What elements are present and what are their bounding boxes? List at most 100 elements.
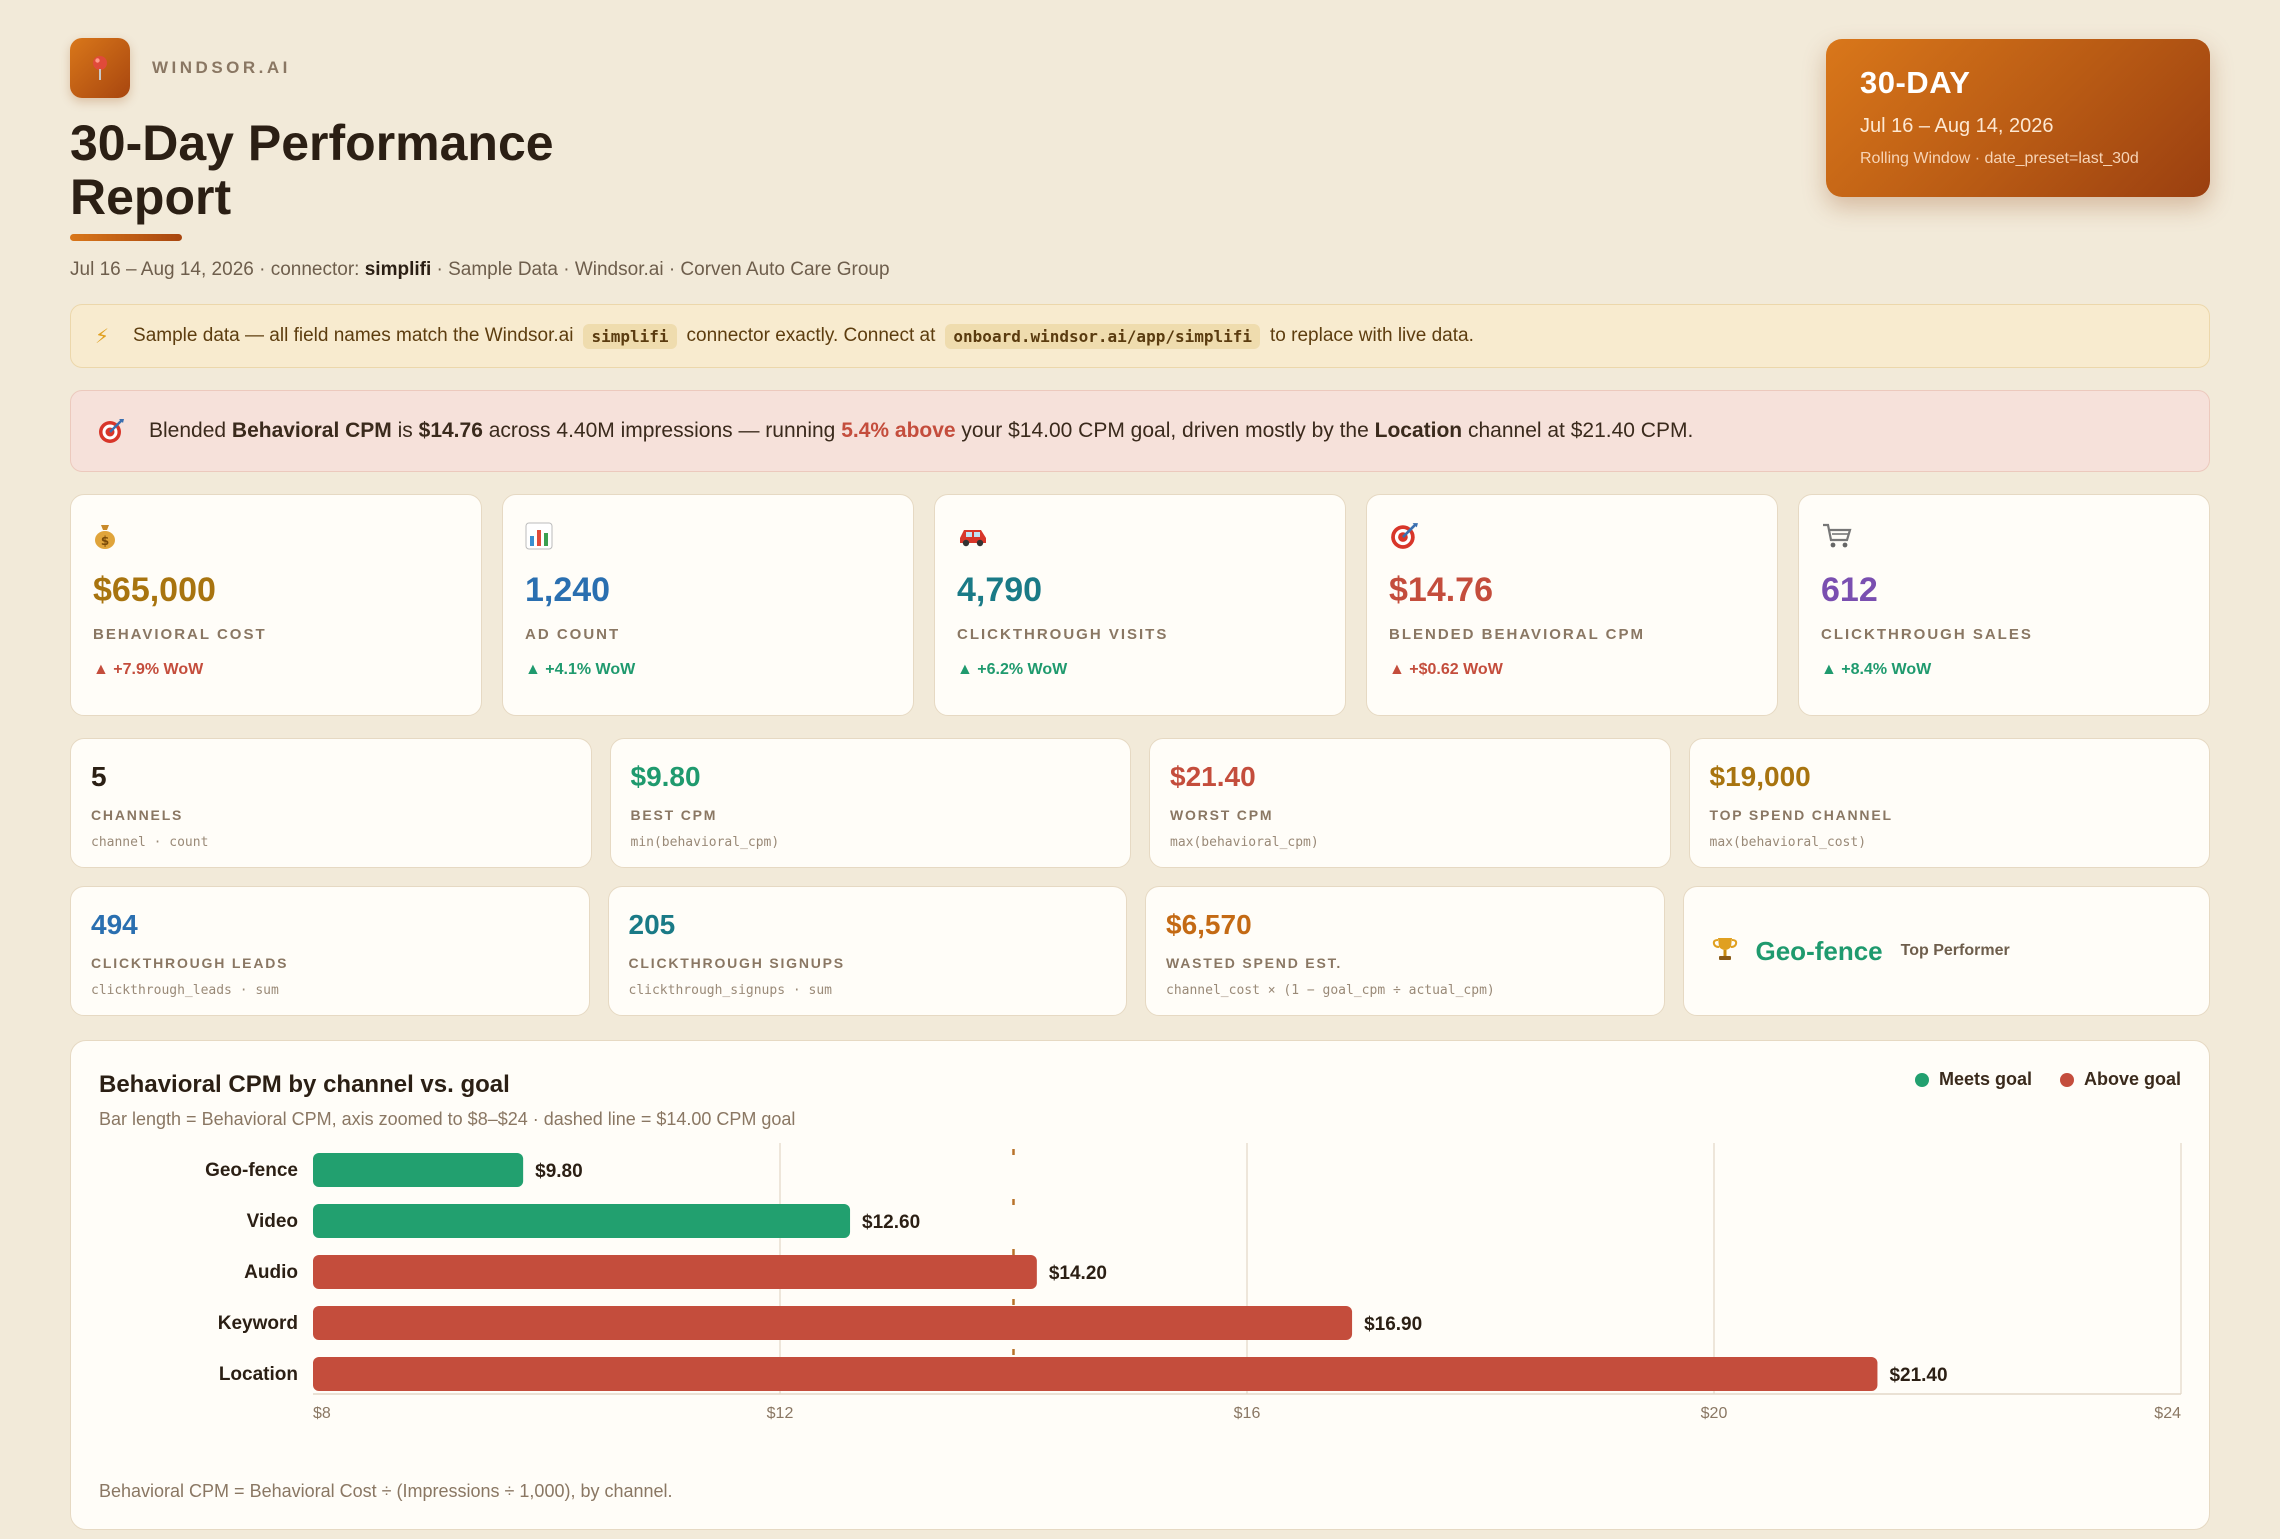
kpi-label: BEHAVIORAL COST bbox=[93, 626, 267, 643]
bar-keyword bbox=[313, 1306, 1353, 1340]
stat-value: 494 bbox=[91, 909, 138, 940]
kpi-delta: ▲ +4.1% WoW bbox=[525, 661, 636, 678]
kpi-card-clickthrough-sales: 612 CLICKTHROUGH SALES ▲ +8.4% WoW bbox=[1798, 494, 2210, 716]
page-title: 30-Day Performance Report bbox=[70, 115, 554, 225]
kpi-label: AD COUNT bbox=[525, 626, 621, 643]
stat-card-best-cpm: $9.80 BEST CPM min(behavioral_cpm) bbox=[609, 738, 1131, 868]
top-performer-name: Geo-fence bbox=[1755, 935, 1883, 966]
sample-text-1: Sample data — all field names match the … bbox=[133, 325, 574, 346]
stat-card-worst-cpm: $21.40 WORST CPM max(behavioral_cpm) bbox=[1149, 738, 1671, 868]
stat-formula: max(behavioral_cpm) bbox=[1170, 835, 1319, 850]
stat-formula: clickthrough_signups · sum bbox=[628, 983, 833, 998]
chart-subtitle: Bar length = Behavioral CPM, axis zoomed… bbox=[99, 1109, 796, 1129]
stat-label: CHANNELS bbox=[91, 807, 184, 823]
kpi-delta: ▲ +6.2% WoW bbox=[957, 661, 1068, 678]
stat-formula: clickthrough_leads · sum bbox=[91, 983, 279, 998]
kpi-value: $14.76 bbox=[1389, 571, 1493, 609]
bar-video bbox=[313, 1204, 851, 1238]
kpi-label: CLICKTHROUGH VISITS bbox=[957, 626, 1169, 643]
insight-t5: channel at $21.40 CPM. bbox=[1462, 419, 1694, 442]
connector-code: simplifi bbox=[583, 323, 677, 349]
category-label: Geo-fence bbox=[205, 1160, 298, 1181]
bar-audio bbox=[313, 1255, 1037, 1289]
report-page: WINDSOR.AI 30-Day Performance Report Jul… bbox=[70, 38, 2210, 1530]
connector-name: simplifi bbox=[364, 259, 432, 280]
stat-value: 205 bbox=[628, 909, 676, 940]
bar-value-label: $12.60 bbox=[862, 1212, 920, 1233]
stat-value: $9.80 bbox=[630, 761, 701, 792]
title-underline bbox=[70, 234, 182, 241]
stat-value: $6,570 bbox=[1166, 909, 1252, 940]
legend-above-goal: Above goal bbox=[2059, 1069, 2181, 1090]
kpi-value: 4,790 bbox=[957, 571, 1043, 609]
stat-label: TOP SPEND CHANNEL bbox=[1709, 807, 1893, 823]
chart-title: Behavioral CPM by channel vs. goal bbox=[99, 1071, 510, 1098]
stat-label: CLICKTHROUGH LEADS bbox=[91, 955, 289, 971]
insight-t1: Blended bbox=[149, 419, 232, 442]
stat-label: CLICKTHROUGH SIGNUPS bbox=[628, 955, 845, 971]
insight-t3: across 4.40M impressions — running bbox=[482, 419, 842, 442]
car-icon bbox=[957, 519, 1323, 553]
stat-formula: min(behavioral_cpm) bbox=[630, 835, 780, 850]
stat-card-clickthrough-signups: 205 CLICKTHROUGH SIGNUPS clickthrough_si… bbox=[607, 886, 1127, 1016]
legend-dot-above bbox=[2059, 1072, 2074, 1087]
pin-icon bbox=[70, 38, 130, 98]
x-tick-label: $20 bbox=[1701, 1405, 1728, 1422]
stat-card-top-performer: Geo-fence Top Performer bbox=[1682, 886, 2210, 1016]
money-bag-icon: $ bbox=[93, 519, 459, 553]
trophy-icon bbox=[1712, 935, 1738, 968]
x-tick-label: $8 bbox=[313, 1405, 331, 1422]
top-performer-tag: Top Performer bbox=[1900, 942, 2010, 959]
kpi-card-ad-count: 1,240 AD COUNT ▲ +4.1% WoW bbox=[502, 494, 914, 716]
legend-dot-meets bbox=[1914, 1072, 1929, 1087]
bar-value-label: $16.90 bbox=[1364, 1314, 1422, 1335]
stat-card-clickthrough-leads: 494 CLICKTHROUGH LEADS clickthrough_lead… bbox=[70, 886, 590, 1016]
sample-data-banner: ⚡ Sample data — all field names match th… bbox=[70, 304, 2210, 368]
bar-geo-fence bbox=[313, 1153, 524, 1187]
stat-card-top-spend-channel: $19,000 TOP SPEND CHANNEL max(behavioral… bbox=[1688, 738, 2210, 868]
stat-formula: channel_cost × (1 − goal_cpm ÷ actual_cp… bbox=[1166, 983, 1495, 998]
kpi-delta: ▲ +$0.62 WoW bbox=[1389, 661, 1503, 678]
stat-row-2: 494 CLICKTHROUGH LEADS clickthrough_lead… bbox=[70, 886, 2210, 1016]
chart-footnote: Behavioral CPM = Behavioral Cost ÷ (Impr… bbox=[99, 1481, 673, 1501]
bar-value-label: $14.20 bbox=[1049, 1263, 1107, 1284]
insight-metric: Behavioral CPM bbox=[231, 419, 392, 442]
stat-card-wasted-spend: $6,570 WASTED SPEND EST. channel_cost × … bbox=[1145, 886, 1665, 1016]
brand: WINDSOR.AI bbox=[70, 38, 2210, 98]
onboard-url-code[interactable]: onboard.windsor.ai/app/simplifi bbox=[945, 323, 1261, 349]
stat-label: WORST CPM bbox=[1170, 807, 1274, 823]
kpi-card-blended-cpm: $14.76 BLENDED BEHAVIORAL CPM ▲ +$0.62 W… bbox=[1366, 494, 1778, 716]
stat-label: WASTED SPEND EST. bbox=[1166, 955, 1343, 971]
brand-name: WINDSOR.AI bbox=[152, 58, 291, 77]
kpi-delta: ▲ +8.4% WoW bbox=[1821, 661, 1932, 678]
bar-location bbox=[313, 1357, 1878, 1391]
target-icon bbox=[1389, 519, 1755, 553]
insight-variance: 5.4% above bbox=[841, 419, 956, 442]
svg-text:$: $ bbox=[101, 534, 109, 548]
period-dates: Jul 16 – Aug 14, 2026 bbox=[1860, 115, 2054, 137]
kpi-value: $65,000 bbox=[93, 571, 216, 609]
stat-value: 5 bbox=[91, 761, 107, 792]
kpi-label: CLICKTHROUGH SALES bbox=[1821, 626, 2033, 643]
stat-value: $21.40 bbox=[1170, 761, 1256, 792]
insight-channel: Location bbox=[1374, 419, 1463, 442]
kpi-card-clickthrough-visits: 4,790 CLICKTHROUGH VISITS ▲ +6.2% WoW bbox=[934, 494, 1346, 716]
kpi-value: 612 bbox=[1821, 571, 1878, 609]
stat-card-channels: 5 CHANNELS channel · count bbox=[70, 738, 592, 868]
stat-row-1: 5 CHANNELS channel · count $9.80 BEST CP… bbox=[70, 738, 2210, 868]
subline-suffix: · Sample Data · Windsor.ai · Corven Auto… bbox=[431, 259, 890, 280]
kpi-value: 1,240 bbox=[525, 571, 611, 609]
bar-value-label: $9.80 bbox=[535, 1161, 583, 1182]
stat-value: $19,000 bbox=[1709, 761, 1811, 792]
category-label: Location bbox=[219, 1364, 298, 1385]
stat-formula: channel · count bbox=[91, 835, 209, 850]
cpm-bar-chart: Geo-fence $9.80 Video $12.60 Audio $14.20 Keyw… bbox=[205, 1143, 2182, 1422]
bar-value-label: $21.40 bbox=[1889, 1365, 1947, 1386]
x-tick-label: $16 bbox=[1234, 1405, 1261, 1422]
legend-label: Meets goal bbox=[1938, 1069, 2032, 1089]
legend-label: Above goal bbox=[2083, 1069, 2181, 1089]
kpi-delta: ▲ +7.9% WoW bbox=[93, 661, 204, 678]
insight-banner: Blended Behavioral CPM is $14.76 across … bbox=[70, 390, 2210, 472]
stat-label: BEST CPM bbox=[630, 807, 718, 823]
insight-t2: is bbox=[391, 419, 419, 442]
